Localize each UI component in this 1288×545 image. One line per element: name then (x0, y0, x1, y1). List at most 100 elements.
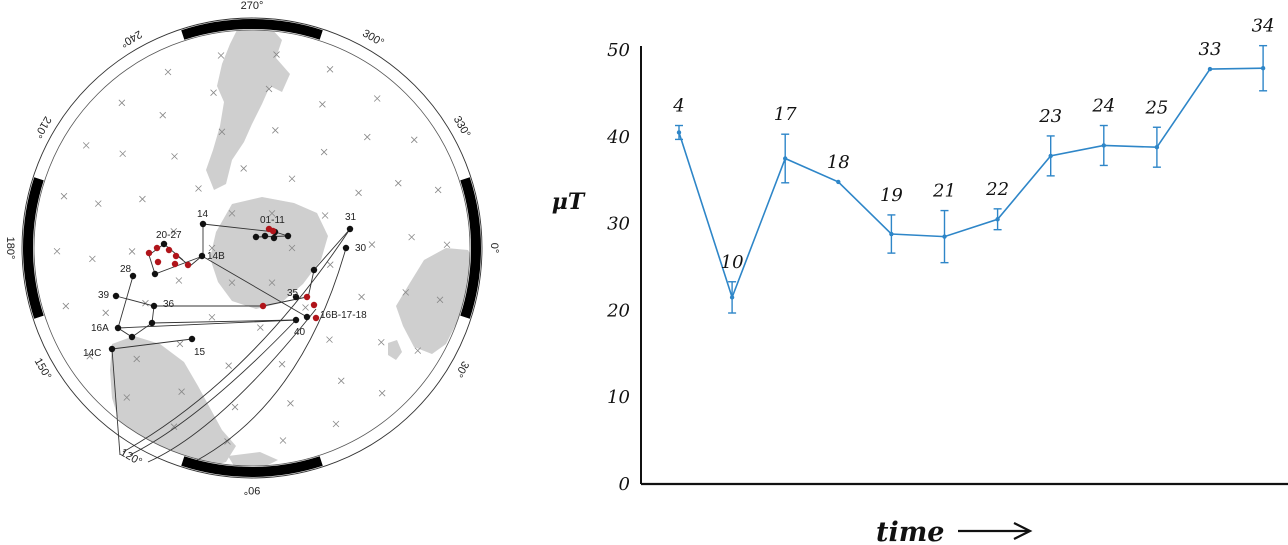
data-point (676, 130, 682, 135)
x-axis-label: time (876, 517, 944, 545)
grid-cross (321, 212, 329, 219)
land-right-islet (388, 340, 402, 360)
grid-cross (434, 186, 442, 194)
grid-cross (123, 394, 131, 401)
label-16b-17-18: 16B-17-18 (320, 310, 367, 321)
data-point (995, 217, 1000, 222)
vgp-point (160, 240, 168, 248)
y-tick-label: 40 (606, 127, 630, 148)
vgp-point-red (153, 244, 161, 252)
grid-cross (414, 347, 422, 354)
grid-cross (82, 142, 90, 149)
vgp-point (292, 293, 300, 301)
outer-ring-outer-edge (21, 17, 483, 479)
grid-cross (332, 420, 340, 428)
grid-cross (363, 133, 371, 141)
grid-cross (287, 400, 294, 407)
degree-label: 0° (488, 243, 500, 254)
label-14c: 14C (83, 348, 101, 359)
y-tick-label: 30 (607, 214, 630, 235)
grid-cross (268, 210, 276, 217)
vgp-point (188, 335, 196, 343)
vgp-path-line (129, 319, 297, 456)
point-label: 24 (1091, 96, 1115, 117)
grid-cross (358, 293, 365, 301)
degree-label: 210° (32, 114, 54, 140)
degree-label: 270° (241, 0, 264, 12)
grid-cross (373, 95, 381, 102)
degree-label: 180° (4, 237, 16, 260)
vgp-point (346, 225, 354, 233)
grid-cross (133, 355, 141, 363)
data-point (1260, 66, 1266, 71)
data-point (729, 295, 735, 300)
vgp-point (303, 313, 311, 321)
grid-cross (210, 89, 217, 96)
grid-cross (268, 279, 276, 286)
grid-cross (118, 99, 126, 107)
vgp-path-line (185, 247, 347, 467)
grid-cross (119, 150, 126, 158)
grid-cross (231, 403, 239, 411)
grid-crosses (53, 51, 451, 445)
ring-black-segment (181, 456, 323, 477)
y-axis-label: μT (552, 189, 586, 215)
vgp-point (261, 232, 269, 240)
grid-cross (326, 66, 334, 73)
vgp-point (150, 302, 158, 310)
vgp-point (198, 252, 206, 260)
vgp-path-line (115, 295, 308, 307)
vgp-point-red (303, 293, 311, 301)
grid-cross (60, 192, 68, 200)
vgp-point (342, 244, 350, 252)
arrow-right-icon (958, 522, 1033, 540)
vgp-point-red (145, 249, 153, 257)
vgp-path-line (201, 255, 308, 318)
y-tick-labels: 0 10 20 30 40 50 (606, 40, 630, 495)
outer-ring-segments (23, 19, 481, 477)
point-label: 18 (827, 152, 850, 173)
polar-map: 01-11 14 14B 20-27 28 39 36 16A 14C 15 3… (4, 0, 500, 496)
grid-cross (240, 165, 247, 172)
grid-cross (408, 233, 415, 241)
data-point (1154, 145, 1160, 150)
grid-cross (302, 304, 309, 311)
vgp-point (284, 232, 292, 240)
data-point (1048, 153, 1053, 159)
data-point (783, 156, 788, 161)
vgp-point (148, 319, 156, 327)
vgp-point-red (154, 258, 162, 266)
label-16a: 16A (91, 323, 109, 334)
vgp-path-line (122, 228, 351, 453)
land-masses (110, 30, 470, 466)
grid-cross (94, 200, 102, 207)
grid-cross (320, 148, 328, 156)
y-tick-label: 50 (607, 40, 630, 61)
vgp-point-red (310, 301, 318, 309)
grid-cross (178, 388, 185, 395)
land-bottom-right-islet (228, 452, 278, 466)
grid-cross (410, 136, 418, 144)
degree-label: 30° (452, 359, 471, 379)
vgp-point (151, 270, 159, 278)
ring-black-segment (23, 177, 44, 319)
degree-label: 330° (451, 114, 473, 140)
data-point (889, 231, 894, 237)
vgp-point-labels: 01-11 14 14B 20-27 28 39 36 16A 14C 15 3… (83, 209, 367, 359)
grid-cross (102, 309, 110, 317)
vgp-point (108, 345, 116, 353)
label-28: 28 (120, 264, 132, 275)
grid-cross (443, 241, 451, 249)
vgp-point (114, 324, 122, 332)
grid-cross (368, 241, 376, 248)
y-tick-label: 20 (606, 300, 630, 321)
point-label: 23 (1038, 106, 1062, 127)
point-labels: 4 10 17 18 19 21 22 23 24 25 33 34 (672, 16, 1274, 273)
series-polyline (678, 67, 1264, 300)
vgp-paths (111, 223, 351, 467)
point-label: 17 (774, 104, 797, 125)
vgp-point-red (312, 314, 320, 322)
grid-cross (378, 338, 385, 346)
outer-ring-inner-edge (33, 29, 471, 467)
line-chart: 0 10 20 30 40 50 4 10 17 18 19 21 22 23 24 25 33 34 μT t… (552, 16, 1288, 545)
